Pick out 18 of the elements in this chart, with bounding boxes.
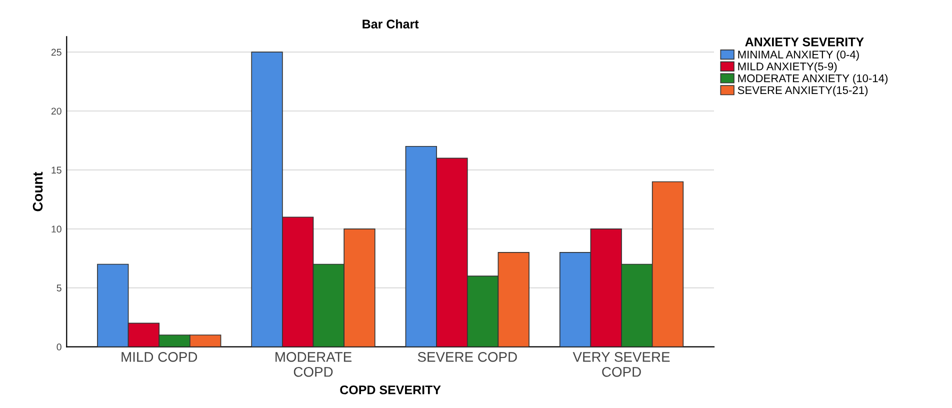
legend-title: ANXIETY SEVERITY (745, 38, 864, 46)
y-tick-label: 25 (51, 48, 62, 56)
x-axis-title: COPD SEVERITY (340, 385, 441, 394)
y-tick-label: 15 (52, 166, 62, 174)
y-tick-label: 0 (56, 344, 62, 350)
legend-label: MILD ANXIETY(5-9) (738, 62, 837, 73)
legend-label: MODERATE ANXIETY (10-14) (738, 74, 888, 84)
chart-title: Bar Chart (362, 19, 419, 29)
x-tick-label: MODERATE COPD (276, 352, 352, 377)
y-tick-label: 10 (52, 226, 62, 233)
x-tick-label: SEVERE COPD (418, 352, 517, 362)
y-axis-title: Count (32, 172, 43, 212)
y-tick-label: 20 (51, 108, 62, 115)
legend-label: MINIMAL ANXIETY (0-4) (738, 50, 859, 61)
x-tick-label: VERY SEVERE COPD (572, 352, 670, 377)
x-tick-label: MILD COPD (122, 352, 198, 362)
y-tick-label: 5 (56, 284, 62, 292)
legend-label: SEVERE ANXIETY(15-21) (738, 86, 868, 96)
